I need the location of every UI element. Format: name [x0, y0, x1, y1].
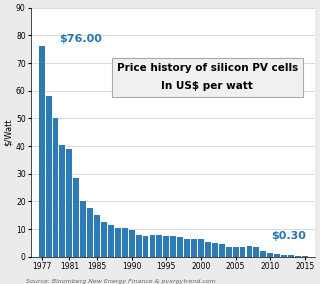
Bar [253, 247, 259, 257]
Bar [260, 251, 266, 257]
Bar [149, 235, 156, 257]
Bar [101, 222, 107, 257]
Bar [80, 201, 86, 257]
Text: Source: Bloomberg New Energy Finance & pvxrgytrend.com: Source: Bloomberg New Energy Finance & p… [26, 279, 215, 284]
Text: Price history of silicon PV cells
In US$ per watt: Price history of silicon PV cells In US$… [117, 63, 298, 91]
Bar [136, 235, 141, 257]
Bar [170, 236, 176, 257]
Bar [67, 149, 72, 257]
Bar [122, 228, 128, 257]
Y-axis label: $/Watt: $/Watt [4, 118, 13, 146]
Bar [108, 225, 114, 257]
Bar [46, 96, 52, 257]
Bar [52, 118, 59, 257]
Bar [73, 178, 79, 257]
Bar [281, 255, 287, 257]
Bar [143, 236, 148, 257]
Bar [295, 256, 301, 257]
Bar [226, 247, 232, 257]
Bar [267, 252, 273, 257]
Bar [39, 46, 44, 257]
Bar [156, 235, 162, 257]
Bar [302, 256, 308, 257]
Bar [205, 241, 211, 257]
Bar [274, 254, 280, 257]
Bar [288, 255, 294, 257]
Bar [94, 215, 100, 257]
Bar [177, 237, 183, 257]
Bar [212, 243, 218, 257]
Text: $0.30: $0.30 [272, 231, 307, 241]
Bar [191, 239, 197, 257]
Bar [240, 247, 245, 257]
Bar [198, 239, 204, 257]
Bar [87, 208, 93, 257]
Bar [246, 246, 252, 257]
Bar [129, 230, 135, 257]
Bar [164, 236, 169, 257]
Text: $76.00: $76.00 [59, 34, 102, 44]
Bar [233, 247, 238, 257]
Bar [184, 239, 190, 257]
Bar [219, 244, 225, 257]
Bar [115, 228, 121, 257]
Bar [60, 145, 65, 257]
